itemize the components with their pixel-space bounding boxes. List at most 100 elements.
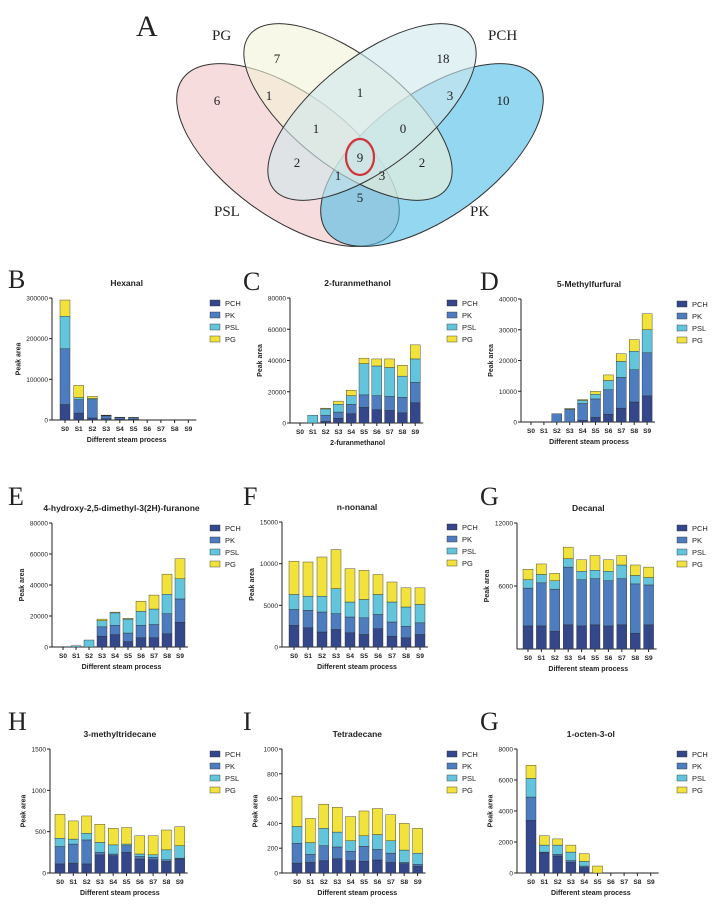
x-tick-label: S7: [157, 426, 165, 433]
bar-pch: [371, 409, 382, 424]
bar-pg: [577, 399, 588, 401]
bar-pg: [412, 828, 423, 854]
bar-pk: [121, 845, 132, 853]
legend-swatch-pg: [676, 786, 688, 794]
y-tick-label: 200000: [26, 336, 48, 343]
x-tick-label: S7: [620, 879, 628, 886]
bar-psl: [346, 395, 357, 405]
legend-label: PCH: [462, 750, 478, 759]
bar-pk: [100, 415, 112, 419]
panel-label: C: [243, 267, 260, 296]
bar-pch: [68, 862, 79, 874]
x-tick-label: S6: [604, 428, 612, 435]
bar-pk: [616, 377, 627, 409]
chart-title: 2-furanmethanol: [324, 278, 391, 288]
legend-label: PCH: [225, 299, 241, 308]
legend-label: PSL: [462, 547, 476, 556]
venn-label-psl: PSL: [214, 204, 240, 220]
venn-count: 6: [214, 93, 221, 108]
bar-pg: [73, 385, 84, 398]
bar-pch: [121, 852, 132, 874]
chart-1-octen-3-ol: G 1-octen-3-ol 0 2000 4000 6000 8000 Peak area S…: [480, 707, 708, 897]
bar-pch: [148, 637, 160, 648]
bar-pg: [81, 815, 92, 834]
bar-pch: [107, 855, 119, 874]
bar-psl: [94, 842, 106, 853]
bar-pg: [576, 559, 587, 572]
legend-swatch-pg: [209, 560, 221, 568]
venn-count: 1: [357, 85, 364, 100]
bar-psl: [307, 414, 318, 424]
legend-swatch-pg: [209, 335, 221, 343]
y-tick-label: 800: [267, 771, 278, 778]
bar-pk: [371, 395, 382, 410]
x-tick-label: S0: [527, 879, 535, 886]
legend-label: PSL: [692, 324, 706, 333]
legend-swatch-pch: [209, 299, 221, 307]
y-axis-label: Peak area: [253, 795, 260, 828]
bar-pch: [161, 633, 173, 648]
legend-label: PG: [225, 786, 236, 795]
y-tick-label: 0: [44, 645, 48, 652]
bar-pk: [288, 609, 300, 626]
x-tick-label: S1: [306, 879, 314, 886]
y-tick-label: 20000: [268, 389, 286, 396]
y-tick-label: 100000: [26, 377, 48, 384]
bar-psl: [318, 828, 329, 846]
legend-swatch-pk: [446, 535, 458, 543]
bar-pch: [400, 637, 412, 648]
x-tick-label: S7: [386, 429, 394, 436]
legend-swatch-pch: [209, 750, 221, 758]
bar-pk: [122, 632, 134, 642]
bar-pch: [522, 625, 534, 650]
bar-pg: [316, 556, 328, 597]
bar-pg: [525, 765, 537, 779]
chart-title: n-nonanal: [337, 502, 378, 512]
y-tick-label: 5000: [264, 603, 279, 610]
venn-label-pg: PG: [212, 28, 231, 44]
venn-count: 0: [400, 121, 407, 136]
bar-pg: [59, 299, 71, 317]
bar-psl: [412, 852, 423, 865]
legend-label: PSL: [225, 323, 239, 332]
legend-swatch-pk: [446, 311, 458, 319]
panel-label: B: [8, 265, 25, 294]
x-tick-label: S9: [647, 879, 655, 886]
bar-pch: [616, 624, 627, 650]
bar-pk: [397, 397, 408, 414]
legend-swatch-pch: [676, 524, 688, 532]
bar-pg: [358, 357, 370, 364]
bar-pch: [316, 631, 328, 648]
panel-label: I: [243, 707, 252, 736]
panel-label: A: [136, 10, 158, 43]
bar-pg: [603, 374, 614, 381]
y-tick-label: 60000: [30, 552, 48, 559]
y-axis-label: Peak area: [257, 344, 264, 377]
x-tick-label: S2: [318, 653, 326, 660]
legend-label: PK: [225, 762, 235, 771]
bar-pk: [316, 611, 328, 633]
legend-label: PSL: [225, 774, 239, 783]
bar-pch: [318, 860, 329, 874]
bar-psl: [536, 574, 547, 584]
x-axis-label: Different steam process: [87, 437, 167, 444]
x-tick-label: S1: [540, 879, 548, 886]
bar-pch: [539, 852, 550, 874]
bar-pch: [59, 404, 71, 421]
bar-pch: [358, 861, 370, 874]
bar-pch: [320, 421, 331, 424]
bar-pch: [332, 858, 343, 874]
x-tick-label: S6: [137, 653, 145, 660]
x-tick-label: S9: [176, 879, 184, 886]
bar-pk: [147, 857, 159, 860]
y-tick-label: 200: [267, 846, 278, 853]
chart-title: 1-octen-3-ol: [567, 729, 615, 739]
y-tick-label: 400: [267, 821, 278, 828]
bar-pch: [589, 624, 601, 650]
bar-pch: [549, 630, 560, 650]
bar-pg: [539, 835, 550, 846]
y-tick-label: 20000: [30, 614, 48, 621]
bar-pch: [412, 865, 423, 874]
bar-pg: [630, 564, 641, 576]
y-tick-label: 1000: [264, 747, 279, 754]
